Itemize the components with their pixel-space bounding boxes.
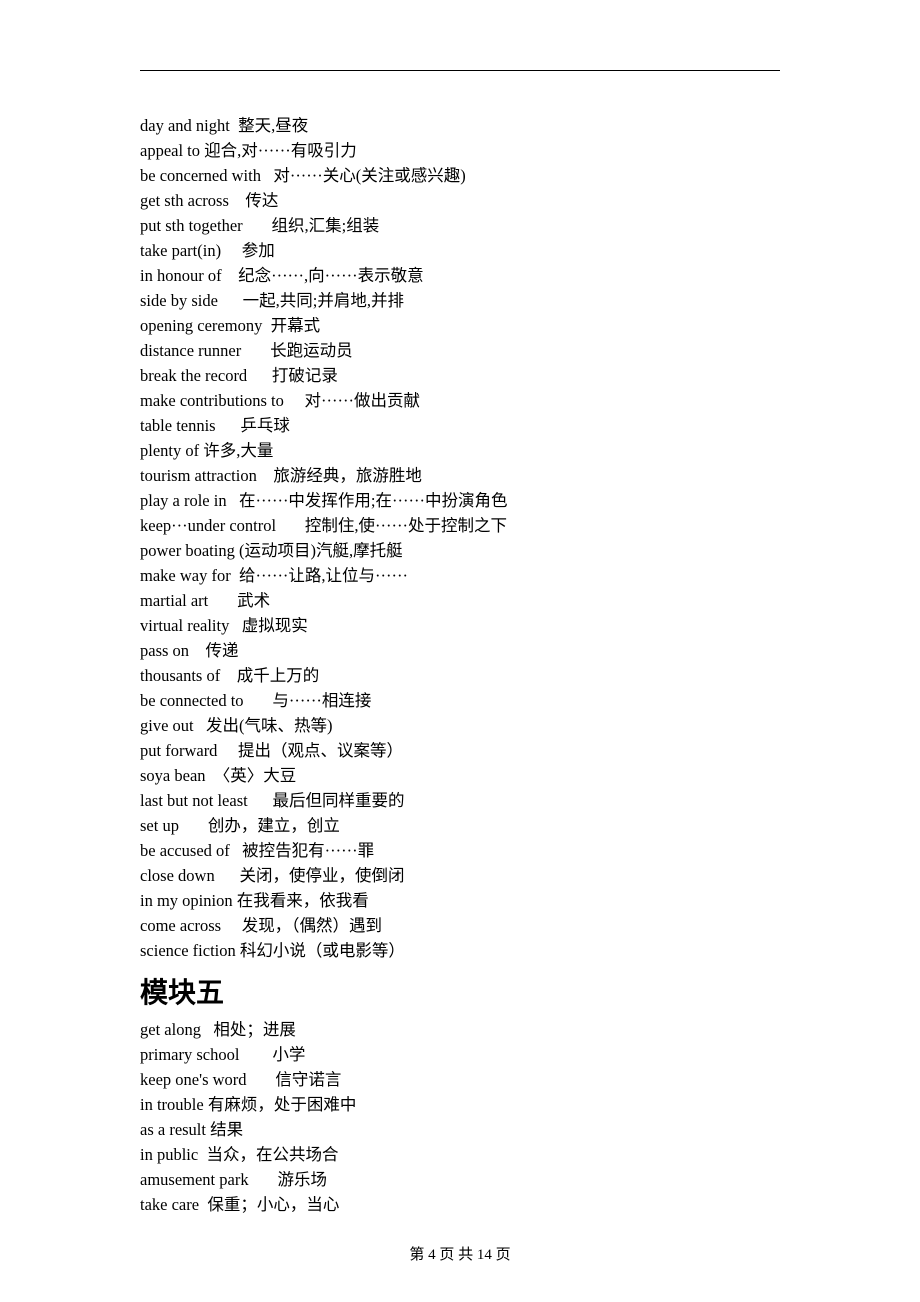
vocab-entry: make contributions to 对······做出贡献 xyxy=(140,388,780,413)
vocab-entry: make way for 给······让路,让位与······ xyxy=(140,563,780,588)
footer-total-pages: 14 xyxy=(477,1247,492,1263)
vocab-entry: get sth across 传达 xyxy=(140,188,780,213)
footer-current-page: 4 xyxy=(428,1247,436,1263)
vocab-entry: day and night 整天,昼夜 xyxy=(140,113,780,138)
header-rule xyxy=(140,70,780,71)
vocab-entry: in honour of 纪念······,向······表示敬意 xyxy=(140,263,780,288)
document-page: day and night 整天,昼夜appeal to 迎合,对······有… xyxy=(0,0,920,1302)
vocab-entry: break the record 打破记录 xyxy=(140,363,780,388)
vocab-entry: power boating (运动项目)汽艇,摩托艇 xyxy=(140,538,780,563)
vocab-entry: soya bean 〈英〉大豆 xyxy=(140,763,780,788)
vocab-entry: distance runner 长跑运动员 xyxy=(140,338,780,363)
vocab-entry: pass on 传递 xyxy=(140,638,780,663)
vocabulary-list-main: day and night 整天,昼夜appeal to 迎合,对······有… xyxy=(140,113,780,963)
vocab-entry: tourism attraction 旅游经典，旅游胜地 xyxy=(140,463,780,488)
vocab-entry: last but not least 最后但同样重要的 xyxy=(140,788,780,813)
vocab-entry: keep one's word 信守诺言 xyxy=(140,1067,780,1092)
vocab-entry: give out 发出(气味、热等) xyxy=(140,713,780,738)
vocab-entry: take part(in) 参加 xyxy=(140,238,780,263)
vocab-entry: be connected to 与······相连接 xyxy=(140,688,780,713)
vocab-entry: put sth together 组织,汇集;组装 xyxy=(140,213,780,238)
vocab-entry: virtual reality 虚拟现实 xyxy=(140,613,780,638)
footer-prefix: 第 xyxy=(409,1247,428,1263)
vocab-entry: close down 关闭，使停业，使倒闭 xyxy=(140,863,780,888)
page-footer: 第 4 页 共 14 页 xyxy=(0,1243,920,1264)
vocab-entry: set up 创办，建立，创立 xyxy=(140,813,780,838)
vocab-entry: science fiction 科幻小说（或电影等） xyxy=(140,938,780,963)
vocab-entry: amusement park 游乐场 xyxy=(140,1167,780,1192)
vocab-entry: opening ceremony 开幕式 xyxy=(140,313,780,338)
vocab-entry: martial art 武术 xyxy=(140,588,780,613)
vocab-entry: in my opinion 在我看来，依我看 xyxy=(140,888,780,913)
vocab-entry: primary school 小学 xyxy=(140,1042,780,1067)
vocab-entry: table tennis 乒乓球 xyxy=(140,413,780,438)
section-header-module-5: 模块五 xyxy=(140,971,780,1011)
vocab-entry: as a result 结果 xyxy=(140,1117,780,1142)
vocab-entry: plenty of 许多,大量 xyxy=(140,438,780,463)
vocab-entry: keep···under control 控制住,使······处于控制之下 xyxy=(140,513,780,538)
vocab-entry: play a role in 在······中发挥作用;在······中扮演角色 xyxy=(140,488,780,513)
vocab-entry: be concerned with 对······关心(关注或感兴趣) xyxy=(140,163,780,188)
footer-suffix: 页 xyxy=(492,1247,511,1263)
vocab-entry: come across 发现，（偶然）遇到 xyxy=(140,913,780,938)
vocab-entry: take care 保重；小心，当心 xyxy=(140,1192,780,1217)
vocab-entry: put forward 提出（观点、议案等） xyxy=(140,738,780,763)
vocabulary-list-module-5: get along 相处；进展primary school 小学keep one… xyxy=(140,1017,780,1217)
footer-middle: 页 共 xyxy=(436,1247,477,1263)
vocab-entry: side by side 一起,共同;并肩地,并排 xyxy=(140,288,780,313)
vocab-entry: appeal to 迎合,对······有吸引力 xyxy=(140,138,780,163)
vocab-entry: thousants of 成千上万的 xyxy=(140,663,780,688)
vocab-entry: in trouble 有麻烦，处于困难中 xyxy=(140,1092,780,1117)
vocab-entry: get along 相处；进展 xyxy=(140,1017,780,1042)
vocab-entry: be accused of 被控告犯有······罪 xyxy=(140,838,780,863)
vocab-entry: in public 当众，在公共场合 xyxy=(140,1142,780,1167)
